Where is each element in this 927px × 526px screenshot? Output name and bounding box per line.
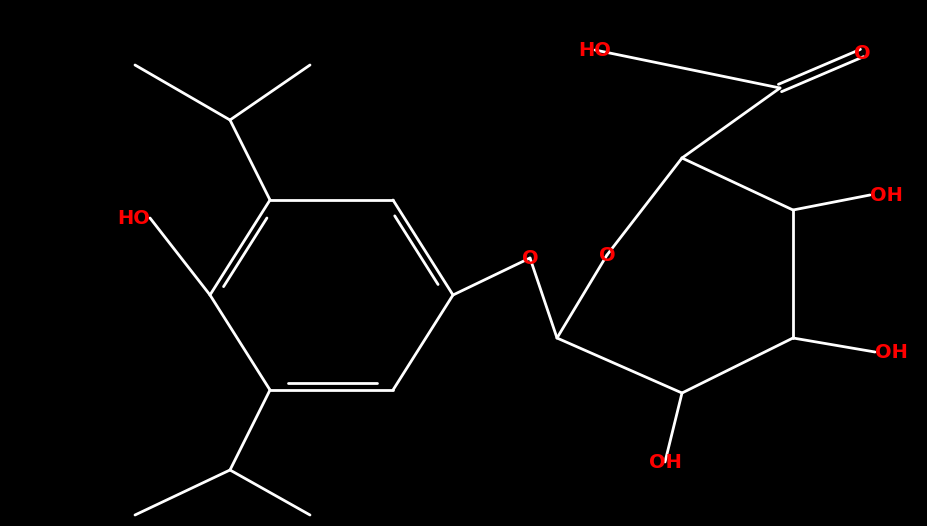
Text: HO: HO xyxy=(578,41,611,59)
Text: O: O xyxy=(598,246,615,265)
Text: O: O xyxy=(853,44,870,63)
Text: HO: HO xyxy=(117,208,150,228)
Text: OH: OH xyxy=(874,342,907,361)
Text: O: O xyxy=(521,248,538,268)
Text: OH: OH xyxy=(870,186,902,205)
Text: OH: OH xyxy=(648,452,680,471)
